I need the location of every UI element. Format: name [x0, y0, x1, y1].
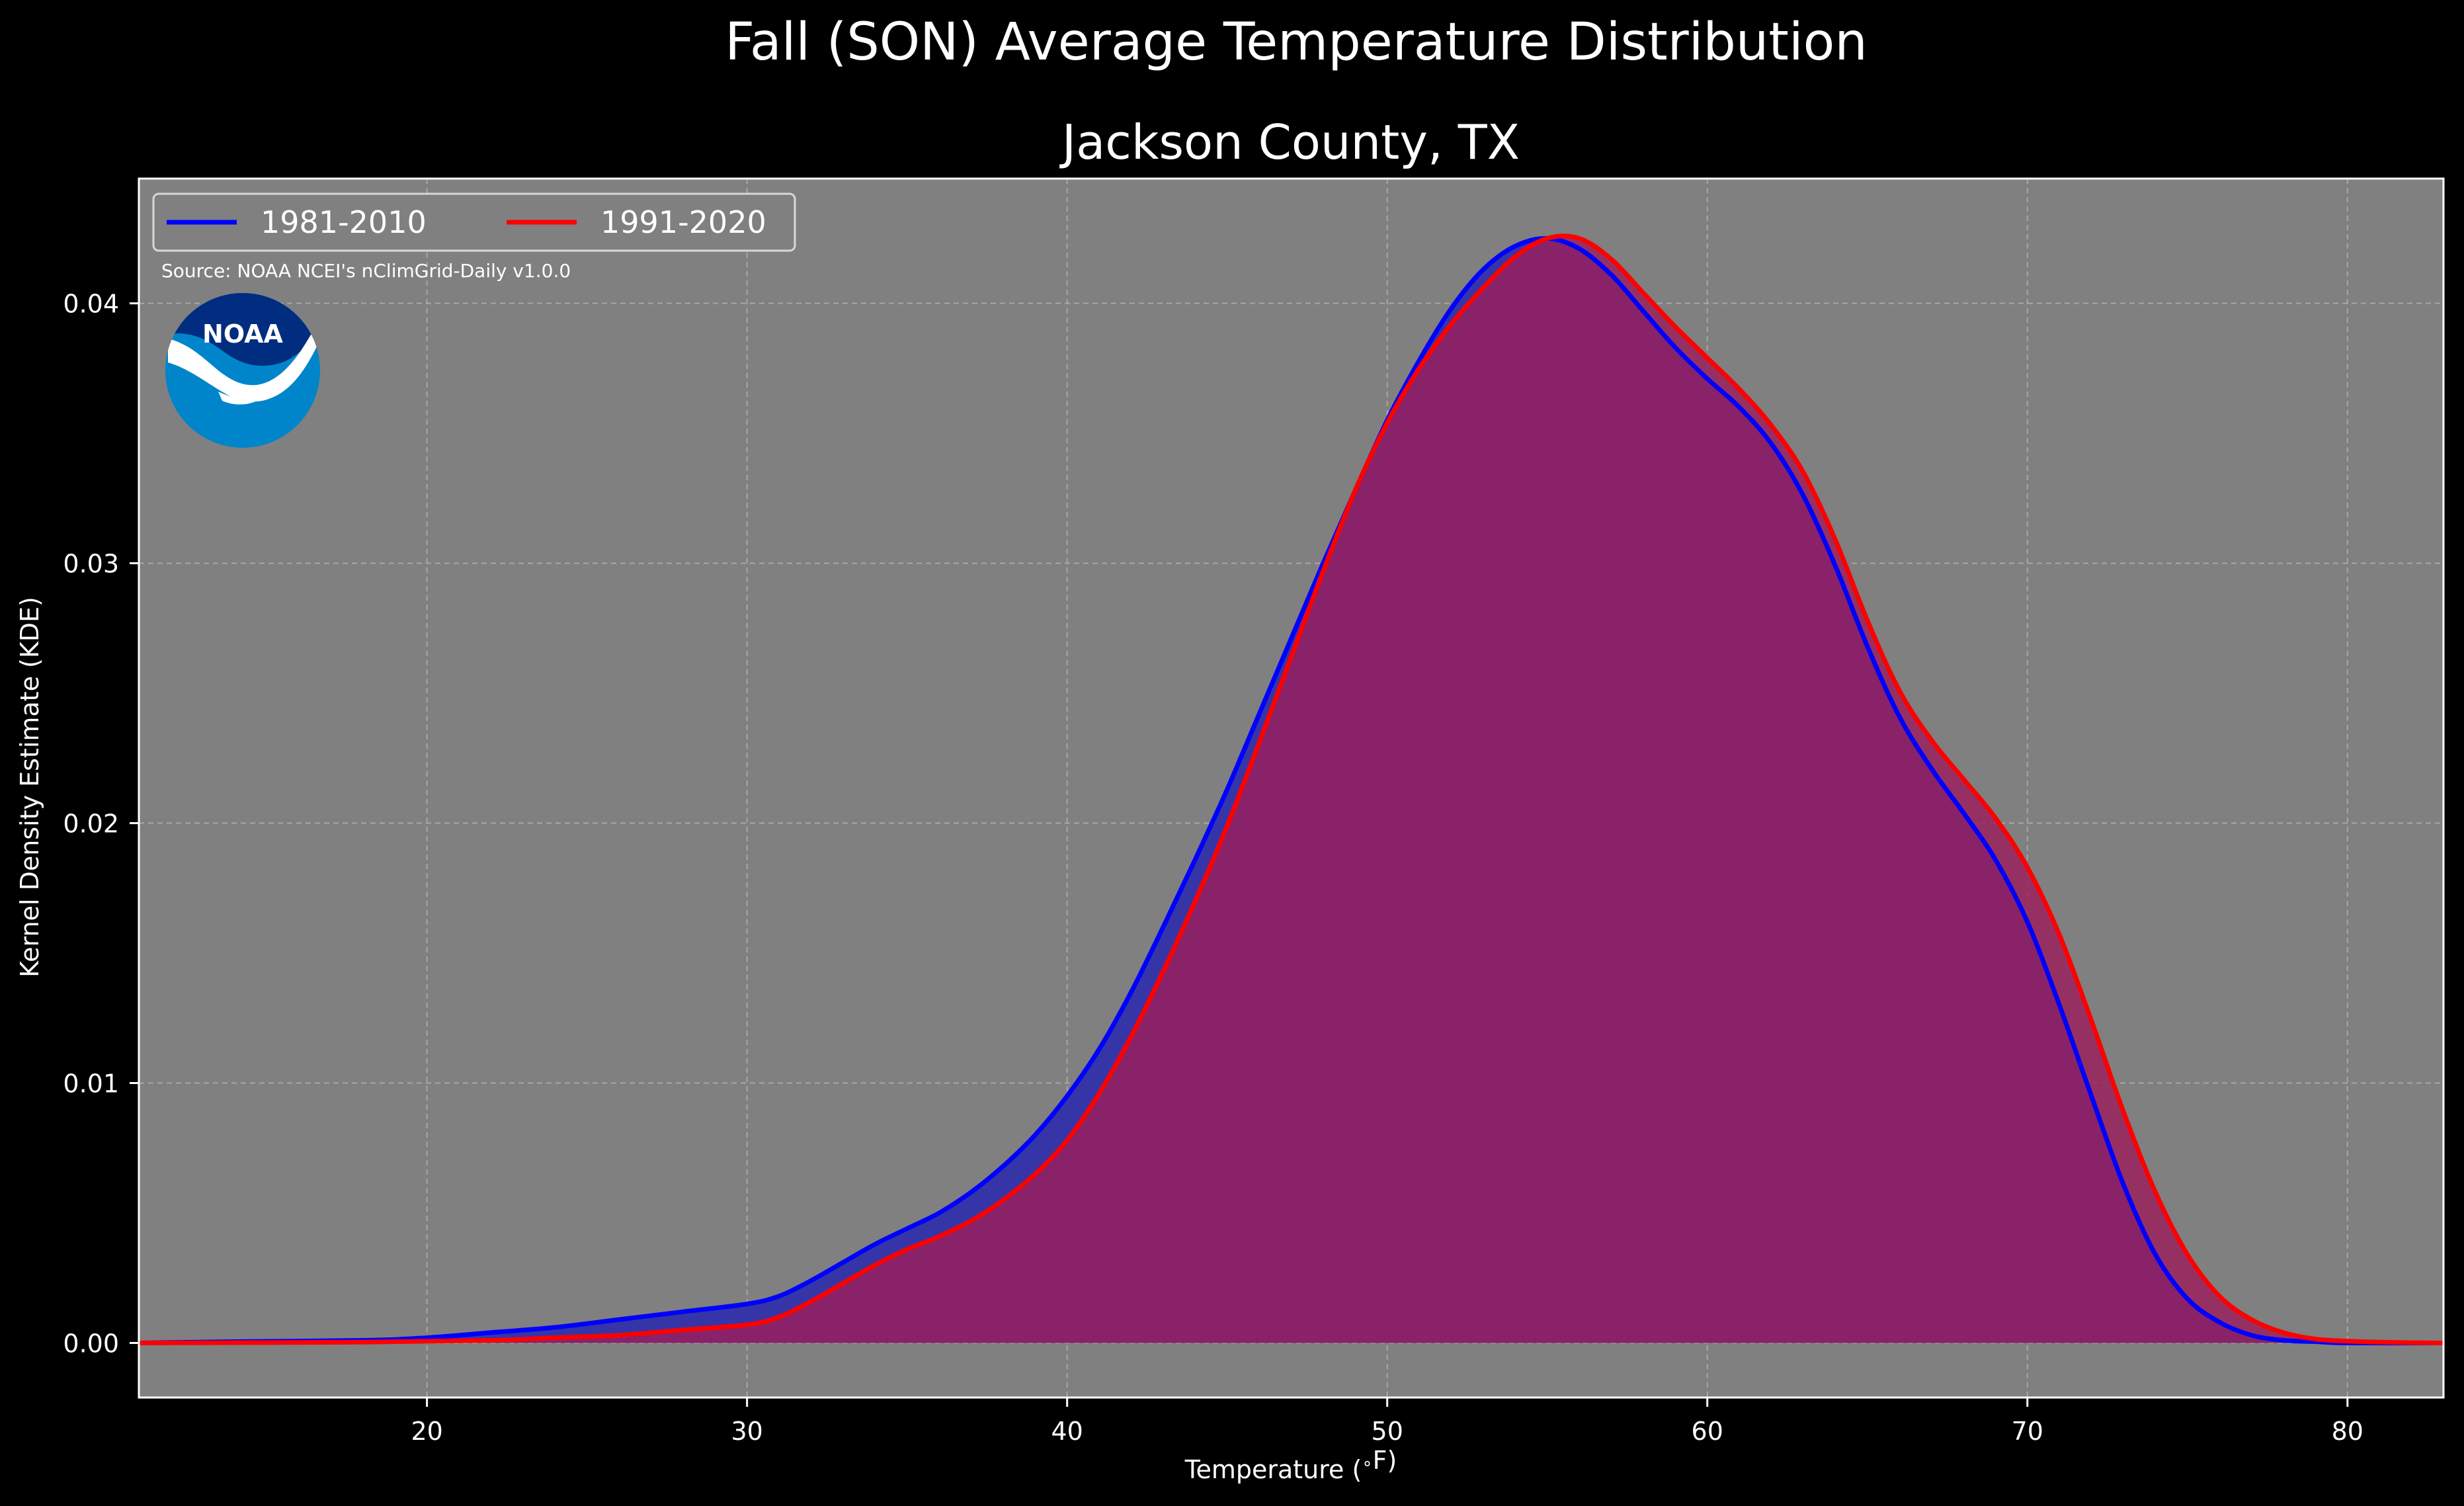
legend-box — [152, 192, 796, 252]
series-lines — [138, 233, 2444, 1346]
x-axis-ticks: 20 30 40 50 60 70 80 — [411, 1398, 2363, 1446]
x-tick-label: 30 — [731, 1417, 762, 1446]
series-line-1991-2020 — [138, 233, 2444, 1345]
y-tick-label: 0.02 — [63, 810, 119, 839]
y-tick-label: 0.00 — [63, 1329, 119, 1358]
noaa-logo-text: NOAA — [202, 319, 283, 349]
x-tick-label: 20 — [411, 1417, 442, 1446]
x-tick-label: 80 — [2332, 1417, 2363, 1446]
x-tick-label: 40 — [1051, 1417, 1083, 1446]
x-tick-label: 70 — [2012, 1417, 2043, 1446]
plot-border — [138, 177, 2445, 1399]
y-axis-ticks: 0.00 0.01 0.02 0.03 0.04 — [63, 290, 139, 1358]
noaa-logo: NOAA — [165, 293, 320, 448]
legend-label-1981-2010: 1981-2010 — [261, 204, 427, 240]
chart-subtitle: Jackson County, TX — [1059, 114, 1520, 170]
chart-title: Fall (SON) Average Temperature Distribut… — [725, 13, 1868, 72]
source-annotation: Source: NOAA NCEI's nClimGrid-Daily v1.0… — [161, 260, 571, 282]
legend: 1981-2010 1991-2020 — [152, 192, 796, 252]
y-tick-label: 0.04 — [63, 290, 119, 319]
x-axis-label: Temperature (∘F) — [1184, 1446, 1397, 1484]
series-fill-1991-2020 — [139, 235, 2443, 1343]
y-tick-label: 0.03 — [63, 550, 119, 579]
legend-label-1991-2020: 1991-2020 — [600, 204, 766, 240]
x-tick-label: 60 — [1692, 1417, 1723, 1446]
y-tick-label: 0.01 — [63, 1069, 119, 1099]
series-fills — [139, 235, 2443, 1343]
x-tick-label: 50 — [1372, 1417, 1403, 1446]
y-axis-label: Kernel Density Estimate (KDE) — [15, 597, 44, 978]
series-line-1981-2010 — [138, 235, 2444, 1346]
